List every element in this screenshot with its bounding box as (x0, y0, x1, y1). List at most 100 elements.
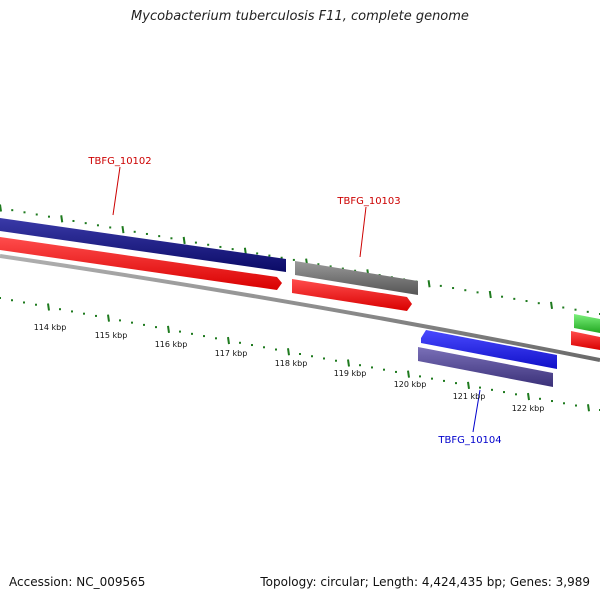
minor-tick-dot (133, 230, 136, 233)
scale-label: 119 kbp (334, 369, 367, 378)
label-leader-tbfg-10102 (112, 166, 121, 216)
scale-label: 115 kbp (95, 331, 128, 340)
minor-tick-dot (143, 323, 145, 326)
genome-backbone (0, 254, 600, 362)
scale-label: 122 kbp (512, 404, 545, 413)
gene-label-tbfg-10103[interactable]: TBFG_10103 (336, 196, 400, 207)
minor-tick-dot (515, 393, 517, 396)
gene-feature-green[interactable] (574, 314, 600, 333)
gene-label-tbfg-10102[interactable]: TBFG_10102 (87, 156, 151, 167)
major-tick (167, 325, 170, 334)
major-tick (467, 381, 470, 390)
major-tick (527, 392, 530, 401)
minor-tick-dot (383, 368, 385, 371)
minor-tick-dot (525, 300, 528, 303)
minor-tick-dot (439, 284, 442, 287)
minor-tick-dot (452, 287, 455, 290)
minor-tick-dot (311, 355, 313, 358)
minor-tick-dot (239, 341, 241, 344)
minor-tick-dot (341, 267, 344, 270)
major-tick (227, 336, 230, 345)
minor-tick-dot (551, 400, 553, 403)
cds-feature-right-edge[interactable] (571, 331, 600, 350)
minor-tick-dot (207, 243, 210, 246)
major-tick (488, 290, 492, 299)
minor-tick-dot (179, 330, 181, 333)
cds-feature-tbfg-10103[interactable] (292, 279, 412, 311)
minor-tick-dot (23, 301, 25, 304)
minor-tick-dot (215, 337, 217, 340)
minor-tick-dot (203, 335, 205, 338)
major-tick (287, 348, 290, 356)
minor-tick-dot (191, 332, 193, 335)
major-tick (182, 236, 186, 245)
minor-tick-dot (280, 256, 283, 259)
major-tick (60, 215, 64, 223)
minor-tick-dot (95, 314, 97, 317)
minor-tick-dot (0, 297, 1, 299)
minor-tick-dot (231, 248, 234, 251)
genome-title: Mycobacterium tuberculosis F11, complete… (131, 9, 469, 24)
gene-label-tbfg-10104[interactable]: TBFG_10104 (437, 435, 501, 446)
minor-tick-dot (145, 232, 148, 235)
minor-tick-dot (158, 235, 161, 238)
minor-tick-dot (501, 295, 504, 298)
minor-tick-dot (335, 359, 337, 362)
minor-tick-dot (317, 263, 320, 266)
scale-label: 114 kbp (34, 323, 67, 332)
gene-feature-tbfg-10104[interactable] (421, 330, 557, 369)
minor-tick-dot (251, 344, 253, 347)
gene-feature-tbfg-10102[interactable] (0, 218, 286, 272)
minor-tick-dot (256, 252, 259, 255)
minor-tick-dot (359, 364, 361, 367)
minor-tick-dot (537, 302, 540, 305)
minor-tick-dot (586, 310, 589, 313)
minor-tick-dot (323, 357, 325, 360)
cds-feature-tbfg-10102[interactable] (0, 237, 282, 290)
gene-feature-tbfg-10103[interactable] (295, 261, 418, 295)
minor-tick-dot (131, 321, 133, 324)
minor-tick-dot (11, 299, 13, 302)
minor-tick-dot (464, 289, 467, 292)
cds-feature-tbfg-10104[interactable] (418, 347, 553, 387)
major-tick (550, 301, 554, 309)
major-tick (107, 314, 110, 322)
minor-tick-dot (431, 377, 433, 380)
genome-summary-text: Topology: circular; Length: 4,424,435 bp… (260, 575, 590, 589)
minor-tick-dot (11, 209, 14, 212)
major-tick (347, 359, 350, 367)
minor-tick-dot (575, 404, 577, 407)
minor-tick-dot (574, 308, 577, 311)
minor-tick-dot (503, 391, 505, 394)
minor-tick-dot (476, 291, 479, 294)
accession-text: Accession: NC_009565 (9, 575, 146, 589)
minor-tick-dot (96, 224, 99, 227)
major-tick (407, 370, 410, 378)
minor-tick-dot (562, 306, 565, 309)
minor-tick-dot (155, 326, 157, 329)
minor-tick-dot (371, 366, 373, 369)
minor-tick-dot (455, 382, 457, 385)
label-leader-tbfg-10104 (472, 389, 481, 433)
minor-tick-dot (275, 348, 277, 351)
major-tick (587, 404, 590, 412)
minor-tick-dot (219, 245, 222, 248)
scale-labels: 114 kbp 115 kbp 116 kbp 117 kbp 118 kbp … (34, 323, 545, 413)
minor-tick-dot (563, 402, 565, 405)
scale-label: 118 kbp (275, 359, 308, 368)
minor-tick-dot (419, 375, 421, 378)
reverse-tick-track (0, 297, 600, 412)
minor-tick-dot (119, 319, 121, 322)
minor-tick-dot (513, 297, 516, 300)
minor-tick-dot (292, 258, 295, 261)
major-tick (121, 225, 125, 234)
minor-tick-dot (71, 310, 73, 313)
minor-tick-dot (84, 222, 87, 225)
minor-tick-dot (479, 386, 481, 389)
minor-tick-dot (23, 211, 26, 214)
minor-tick-dot (35, 303, 37, 306)
minor-tick-dot (83, 312, 85, 315)
minor-tick-dot (194, 241, 197, 244)
